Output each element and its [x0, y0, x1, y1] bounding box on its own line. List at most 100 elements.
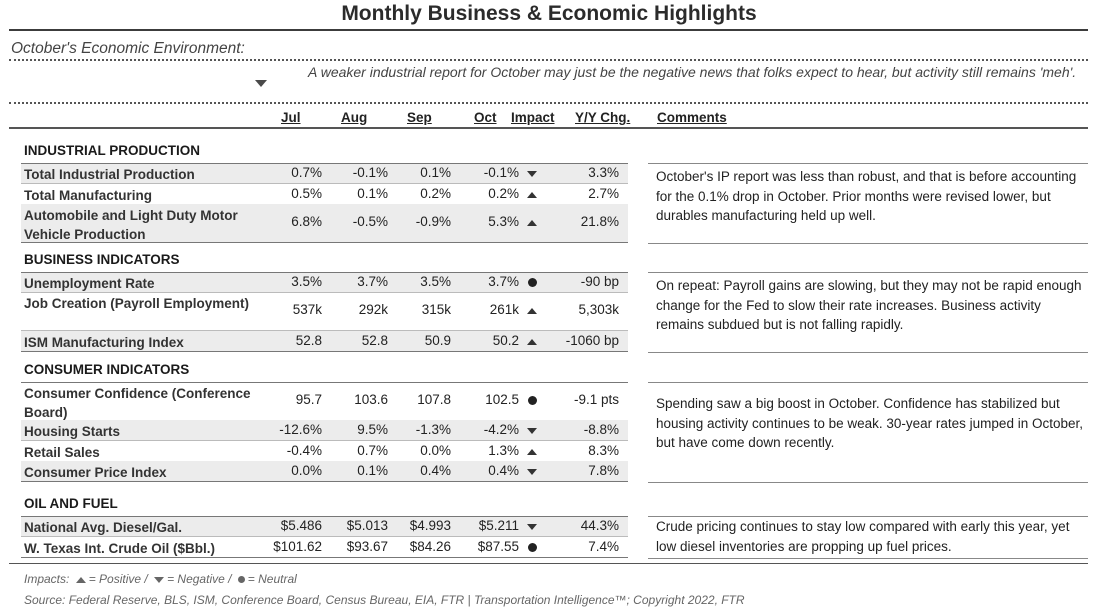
value-jul: $5.486 [280, 518, 322, 533]
value-oct: 1.3% [488, 443, 519, 458]
up-arrow-icon [527, 308, 537, 314]
row-divider [21, 330, 628, 331]
column-header-oct: Oct [474, 110, 497, 125]
environment-label: October's Economic Environment: [11, 40, 245, 57]
indicator-name: Housing Starts [24, 424, 121, 439]
table-row: Consumer Price Index 0.0% 0.1% 0.4% 0.4% 7.8% [21, 461, 628, 481]
impact-cell [527, 518, 539, 534]
legend-negative: = Negative / [167, 572, 232, 586]
table-row: National Avg. Diesel/Gal. $5.486 $5.013 $4.… [21, 516, 628, 536]
value-yy-change: 3.3% [588, 165, 619, 180]
value-jul: 3.5% [291, 274, 322, 289]
indicator-name: ISM Manufacturing Index [24, 335, 184, 350]
value-oct: 0.4% [488, 463, 519, 478]
value-oct: 50.2 [492, 333, 519, 348]
environment-bottom-divider [9, 102, 1088, 104]
section-top-border [21, 163, 628, 164]
value-aug: 0.1% [357, 186, 388, 201]
section-top-border [21, 272, 628, 273]
up-arrow-icon [527, 339, 537, 345]
table-row: Automobile and Light Duty Motor Vehicle … [21, 204, 628, 242]
value-jul: -0.4% [286, 443, 322, 458]
table-row: Consumer Confidence (Conference Board) 95… [21, 382, 628, 420]
value-sep: $4.993 [409, 518, 451, 533]
section-bottom-border [21, 481, 628, 482]
row-divider [21, 292, 628, 293]
value-aug: $93.67 [346, 539, 388, 554]
footer-divider [9, 563, 1088, 564]
value-yy-change: 21.8% [580, 214, 619, 229]
value-oct: 0.2% [488, 186, 519, 201]
section-comment: Crude pricing continues to stay low comp… [656, 519, 1070, 554]
value-sep: $84.26 [409, 539, 451, 554]
neutral-dot-icon [528, 543, 537, 552]
page-title: Monthly Business & Economic Highlights [341, 2, 757, 25]
section-title: INDUSTRIAL PRODUCTION [24, 143, 201, 158]
value-sep: -1.3% [415, 422, 451, 437]
column-header-impact: Impact [511, 110, 555, 125]
up-arrow-icon [527, 192, 537, 198]
indicator-name: W. Texas Int. Crude Oil ($Bbl.) [24, 541, 216, 556]
section-top-border [21, 516, 628, 517]
value-yy-change: 7.4% [588, 539, 619, 554]
impact-cell [527, 463, 539, 479]
value-aug: $5.013 [346, 518, 388, 533]
indicator-name: National Avg. Diesel/Gal. [24, 520, 183, 535]
section-bottom-border [21, 242, 628, 243]
row-divider [21, 536, 628, 537]
value-aug: 0.7% [357, 443, 388, 458]
indicator-name: Total Manufacturing [24, 188, 152, 203]
legend-positive: = Positive / [88, 572, 148, 586]
table-row: Total Industrial Production 0.7% -0.1% 0.1%… [21, 163, 628, 183]
table-row: Unemployment Rate 3.5% 3.7% 3.5% 3.7% -90 bp [21, 272, 628, 292]
down-arrow-icon [154, 576, 165, 583]
impact-cell [527, 165, 539, 181]
value-aug: 3.7% [357, 274, 388, 289]
value-sep: 0.4% [420, 463, 451, 478]
legend-label: Impacts: [24, 572, 70, 586]
value-jul: 95.7 [295, 392, 322, 407]
value-oct: -4.2% [483, 422, 519, 437]
comment-box: On repeat: Payroll gains are slowing, bu… [648, 272, 1088, 353]
impact-cell [527, 186, 539, 202]
value-jul: 0.0% [291, 463, 322, 478]
indicator-name: Automobile and Light Duty Motor Vehicle … [24, 208, 238, 242]
header-divider [9, 127, 1088, 129]
impact-legend: Impacts: = Positive / = Negative / = Neu… [24, 572, 297, 586]
value-yy-change: 44.3% [580, 518, 619, 533]
value-jul: 6.8% [291, 214, 322, 229]
value-oct: $87.55 [477, 539, 519, 554]
up-arrow-icon [527, 449, 537, 455]
value-sep: -0.9% [415, 214, 451, 229]
value-jul: 52.8 [295, 333, 322, 348]
impact-cell [527, 539, 539, 555]
value-jul: $101.62 [273, 539, 322, 554]
title-divider [9, 29, 1088, 31]
value-jul: 0.7% [291, 165, 322, 180]
value-sep: 0.0% [420, 443, 451, 458]
impact-cell [527, 333, 539, 349]
value-aug: -0.1% [352, 165, 388, 180]
indicator-name: Retail Sales [24, 445, 100, 460]
value-oct: $5.211 [478, 518, 519, 533]
indicator-name: Unemployment Rate [24, 276, 155, 291]
value-sep: 0.2% [420, 186, 451, 201]
column-header-yy-change: Y/Y Chg. [575, 110, 631, 125]
value-yy-change: 5,303k [578, 302, 619, 317]
section-comment: Spending saw a big boost in October. Con… [656, 396, 1083, 450]
value-sep: 0.1% [420, 165, 451, 180]
up-arrow-icon [75, 576, 86, 583]
impact-cell [527, 443, 539, 459]
down-arrow-icon [527, 524, 537, 530]
down-arrow-icon [527, 469, 537, 475]
value-aug: 52.8 [361, 333, 388, 348]
source-note: Source: Federal Reserve, BLS, ISM, Confe… [24, 593, 745, 607]
impact-cell [527, 302, 539, 318]
neutral-dot-icon [528, 396, 537, 405]
value-oct: 261k [489, 302, 519, 317]
row-divider [21, 183, 628, 184]
section-bottom-border [21, 351, 628, 352]
down-arrow-icon [527, 171, 537, 177]
value-yy-change: -1060 bp [565, 333, 619, 348]
value-sep: 50.9 [424, 333, 451, 348]
